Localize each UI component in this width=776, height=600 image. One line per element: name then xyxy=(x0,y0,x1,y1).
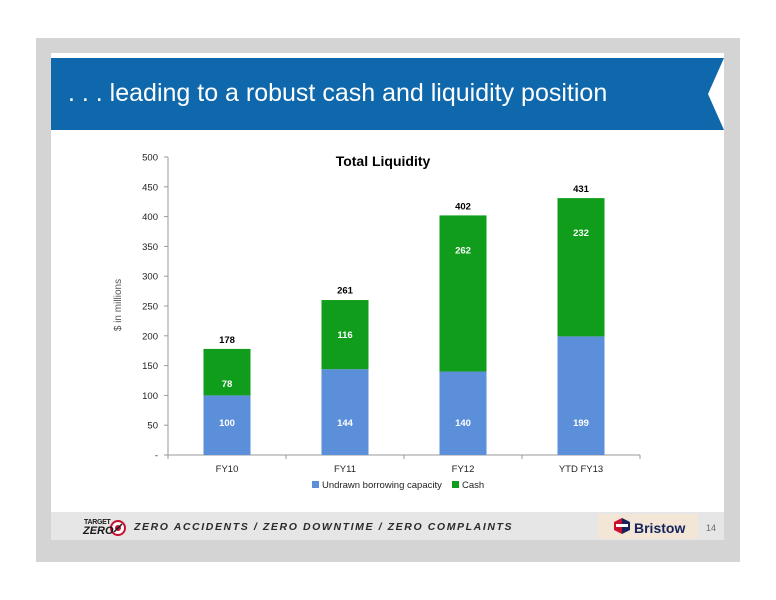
y-tick-label: 250 xyxy=(142,302,158,313)
y-axis: - 50 100 150 200 250 300 350 400 450 500 xyxy=(142,153,169,462)
bar-total-label: 402 xyxy=(455,201,471,212)
bar-value-label: 100 xyxy=(219,418,235,429)
bar-value-label: 262 xyxy=(455,245,471,256)
bar-undrawn xyxy=(439,371,487,455)
y-axis-label: $ in millions xyxy=(113,279,124,331)
legend-swatch xyxy=(452,481,459,488)
logo-text-target: TARGET xyxy=(84,519,111,526)
bar-value-label: 144 xyxy=(337,418,354,429)
bar-undrawn xyxy=(557,336,605,455)
bar-undrawn xyxy=(203,395,251,455)
legend-swatch xyxy=(312,481,319,488)
bristow-logo-icon xyxy=(614,518,630,534)
logo-text-zero: ZERO xyxy=(83,525,114,537)
x-tick-label: FY12 xyxy=(452,464,475,475)
bar-total-label: 261 xyxy=(337,285,354,296)
bar-value-label: 78 xyxy=(222,379,233,390)
slide-canvas xyxy=(51,53,724,539)
bar-total-label: 178 xyxy=(219,335,235,346)
y-tick-label: 100 xyxy=(142,391,158,402)
page-number: 14 xyxy=(706,523,717,533)
y-tick-label: 350 xyxy=(142,242,158,253)
x-tick-label: FY10 xyxy=(216,464,239,475)
slide-title: . . . leading to a robust cash and liqui… xyxy=(68,79,608,107)
title-bar xyxy=(51,58,699,130)
legend-label: Undrawn borrowing capacity xyxy=(322,480,442,491)
y-tick-label: 500 xyxy=(142,153,158,164)
y-tick-label: - xyxy=(155,451,158,462)
bar-undrawn xyxy=(321,369,369,455)
bar-value-label: 232 xyxy=(573,228,589,239)
bar-value-label: 116 xyxy=(337,330,352,341)
bar-total-label: 431 xyxy=(573,184,590,195)
y-tick-label: 50 xyxy=(147,421,158,432)
legend: Undrawn borrowing capacity Cash xyxy=(312,480,484,491)
x-tick-label: YTD FY13 xyxy=(559,464,603,475)
title-bar-notch xyxy=(684,58,724,130)
legend-label: Cash xyxy=(462,480,484,491)
y-tick-label: 150 xyxy=(142,361,158,372)
bar-cash xyxy=(557,198,605,337)
y-tick-label: 300 xyxy=(142,272,158,283)
y-tick-label: 450 xyxy=(142,182,158,193)
footer-tagline: ZERO ACCIDENTS / ZERO DOWNTIME / ZERO CO… xyxy=(134,521,514,533)
bar-cash xyxy=(203,348,251,396)
data-labels: 100 78 178 144 116 261 140 262 402 199 232 431 xyxy=(219,184,590,429)
x-axis: FY10 FY11 FY12 YTD FY13 xyxy=(167,454,641,475)
bar-cash xyxy=(321,300,369,370)
bristow-brand: Bristow xyxy=(634,520,686,536)
x-tick-label: FY11 xyxy=(334,464,356,475)
y-tick-label: 200 xyxy=(142,331,158,342)
target-zero-logo xyxy=(110,520,126,536)
bars xyxy=(203,198,605,455)
chart-title: Total Liquidity xyxy=(336,153,431,169)
y-tick-label: 400 xyxy=(142,212,158,223)
bar-value-label: 140 xyxy=(455,418,471,429)
bar-cash xyxy=(439,215,487,372)
bar-value-label: 199 xyxy=(573,418,589,429)
